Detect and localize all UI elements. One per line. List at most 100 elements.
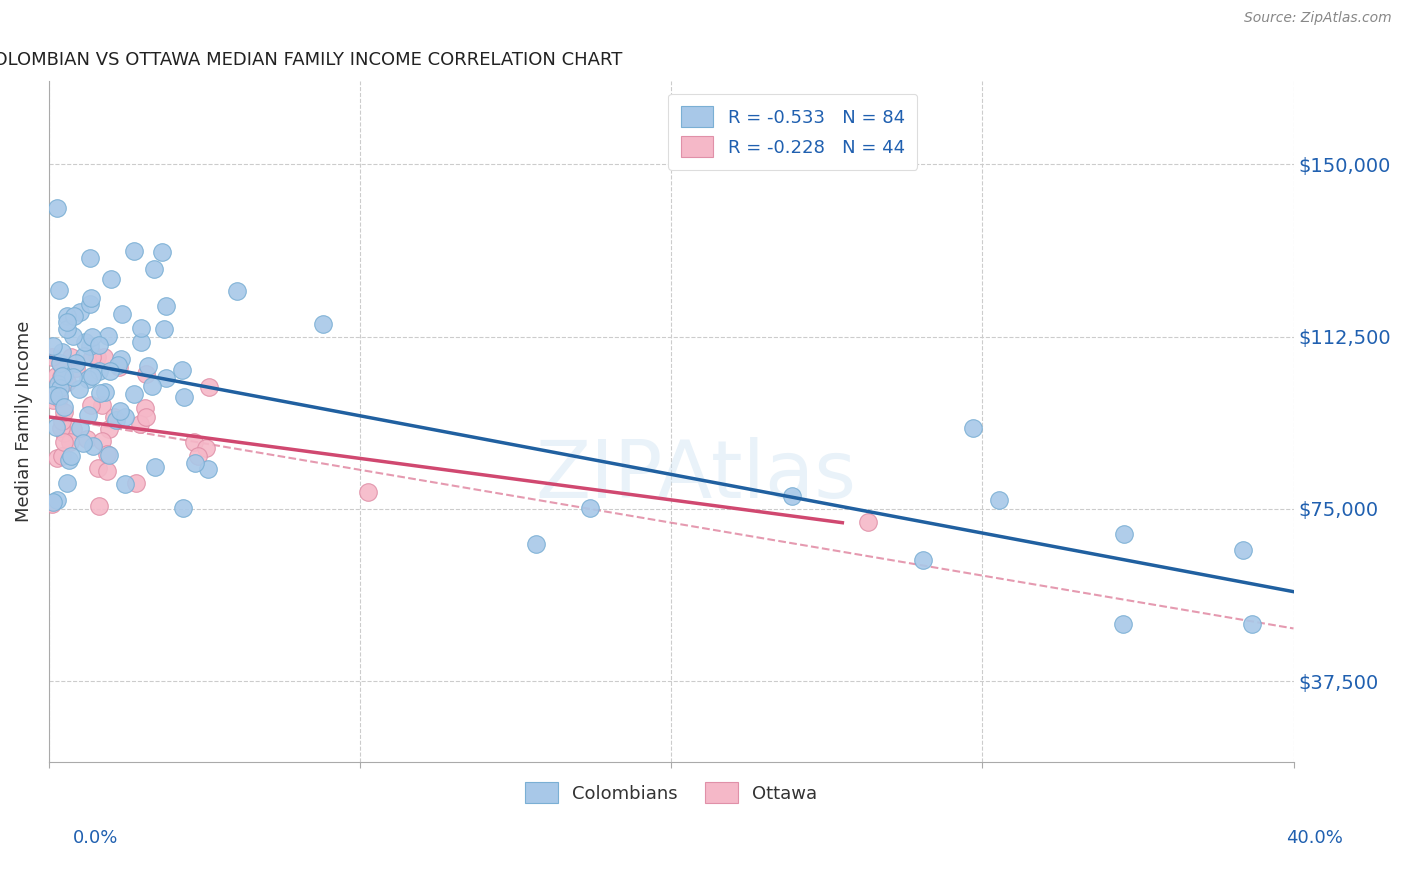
Point xyxy=(45,450,67,465)
Point xyxy=(136,359,159,373)
Point xyxy=(53,425,76,440)
Point xyxy=(87,337,110,351)
Point xyxy=(100,272,122,286)
Point xyxy=(62,422,84,436)
Point xyxy=(312,317,335,331)
Y-axis label: Median Family Income: Median Family Income xyxy=(15,321,32,522)
Point xyxy=(91,434,114,448)
Point xyxy=(87,500,110,514)
Point xyxy=(104,413,127,427)
Point xyxy=(170,362,193,376)
Point xyxy=(114,409,136,424)
Point xyxy=(79,339,101,353)
Point xyxy=(98,364,121,378)
Point xyxy=(135,410,157,425)
Point xyxy=(988,492,1011,507)
Point xyxy=(143,459,166,474)
Point xyxy=(97,422,120,436)
Point xyxy=(53,434,76,449)
Point xyxy=(107,359,129,374)
Text: COLOMBIAN VS OTTAWA MEDIAN FAMILY INCOME CORRELATION CHART: COLOMBIAN VS OTTAWA MEDIAN FAMILY INCOME… xyxy=(0,51,621,69)
Point xyxy=(67,382,90,396)
Point xyxy=(135,367,157,381)
Point xyxy=(155,299,177,313)
Point xyxy=(69,421,91,435)
Point xyxy=(172,500,194,515)
Point xyxy=(82,439,104,453)
Point xyxy=(155,371,177,385)
Point xyxy=(122,244,145,258)
Point xyxy=(858,515,880,529)
Point xyxy=(55,322,77,336)
Point xyxy=(183,434,205,449)
Point xyxy=(45,420,67,434)
Point xyxy=(89,364,111,378)
Point xyxy=(103,409,125,424)
Point xyxy=(65,356,87,370)
Point xyxy=(49,356,72,370)
Point xyxy=(114,476,136,491)
Point xyxy=(82,350,104,364)
Point xyxy=(48,391,70,405)
Point xyxy=(128,417,150,432)
Text: Source: ZipAtlas.com: Source: ZipAtlas.com xyxy=(1244,12,1392,25)
Point xyxy=(56,476,79,491)
Point xyxy=(357,484,380,499)
Point xyxy=(42,495,65,509)
Point xyxy=(79,292,101,306)
Point xyxy=(962,421,984,435)
Point xyxy=(41,339,63,353)
Point xyxy=(42,393,65,408)
Point xyxy=(51,414,73,428)
Point xyxy=(142,262,165,277)
Point xyxy=(579,500,602,515)
Point xyxy=(96,447,118,461)
Point xyxy=(91,398,114,412)
Point xyxy=(93,350,115,364)
Point xyxy=(111,307,134,321)
Point xyxy=(49,381,72,395)
Point xyxy=(1240,616,1263,631)
Point xyxy=(56,310,79,324)
Point xyxy=(49,370,72,384)
Point xyxy=(48,284,70,298)
Point xyxy=(86,350,108,364)
Point xyxy=(62,329,84,343)
Point xyxy=(79,251,101,265)
Point xyxy=(56,315,79,329)
Point xyxy=(77,409,100,423)
Point xyxy=(79,297,101,311)
Point xyxy=(41,497,63,511)
Point xyxy=(56,375,79,389)
Point xyxy=(153,322,176,336)
Text: 40.0%: 40.0% xyxy=(1286,829,1343,847)
Point xyxy=(75,335,97,350)
Point xyxy=(46,492,69,507)
Point xyxy=(52,400,75,414)
Point xyxy=(1232,542,1254,557)
Point xyxy=(41,350,63,364)
Point xyxy=(524,537,547,551)
Point xyxy=(87,460,110,475)
Point xyxy=(780,489,803,503)
Point xyxy=(110,351,132,366)
Point xyxy=(49,421,72,435)
Point xyxy=(96,464,118,478)
Point xyxy=(76,371,98,385)
Point xyxy=(46,201,69,215)
Point xyxy=(58,453,80,467)
Point xyxy=(187,449,209,463)
Point xyxy=(73,349,96,363)
Point xyxy=(173,390,195,404)
Point xyxy=(124,387,146,401)
Point xyxy=(97,329,120,343)
Point xyxy=(131,321,153,335)
Text: 0.0%: 0.0% xyxy=(73,829,118,847)
Point xyxy=(94,384,117,399)
Point xyxy=(62,310,84,324)
Point xyxy=(134,401,156,416)
Point xyxy=(76,432,98,446)
Point xyxy=(197,461,219,475)
Point xyxy=(48,389,70,403)
Point xyxy=(125,475,148,490)
